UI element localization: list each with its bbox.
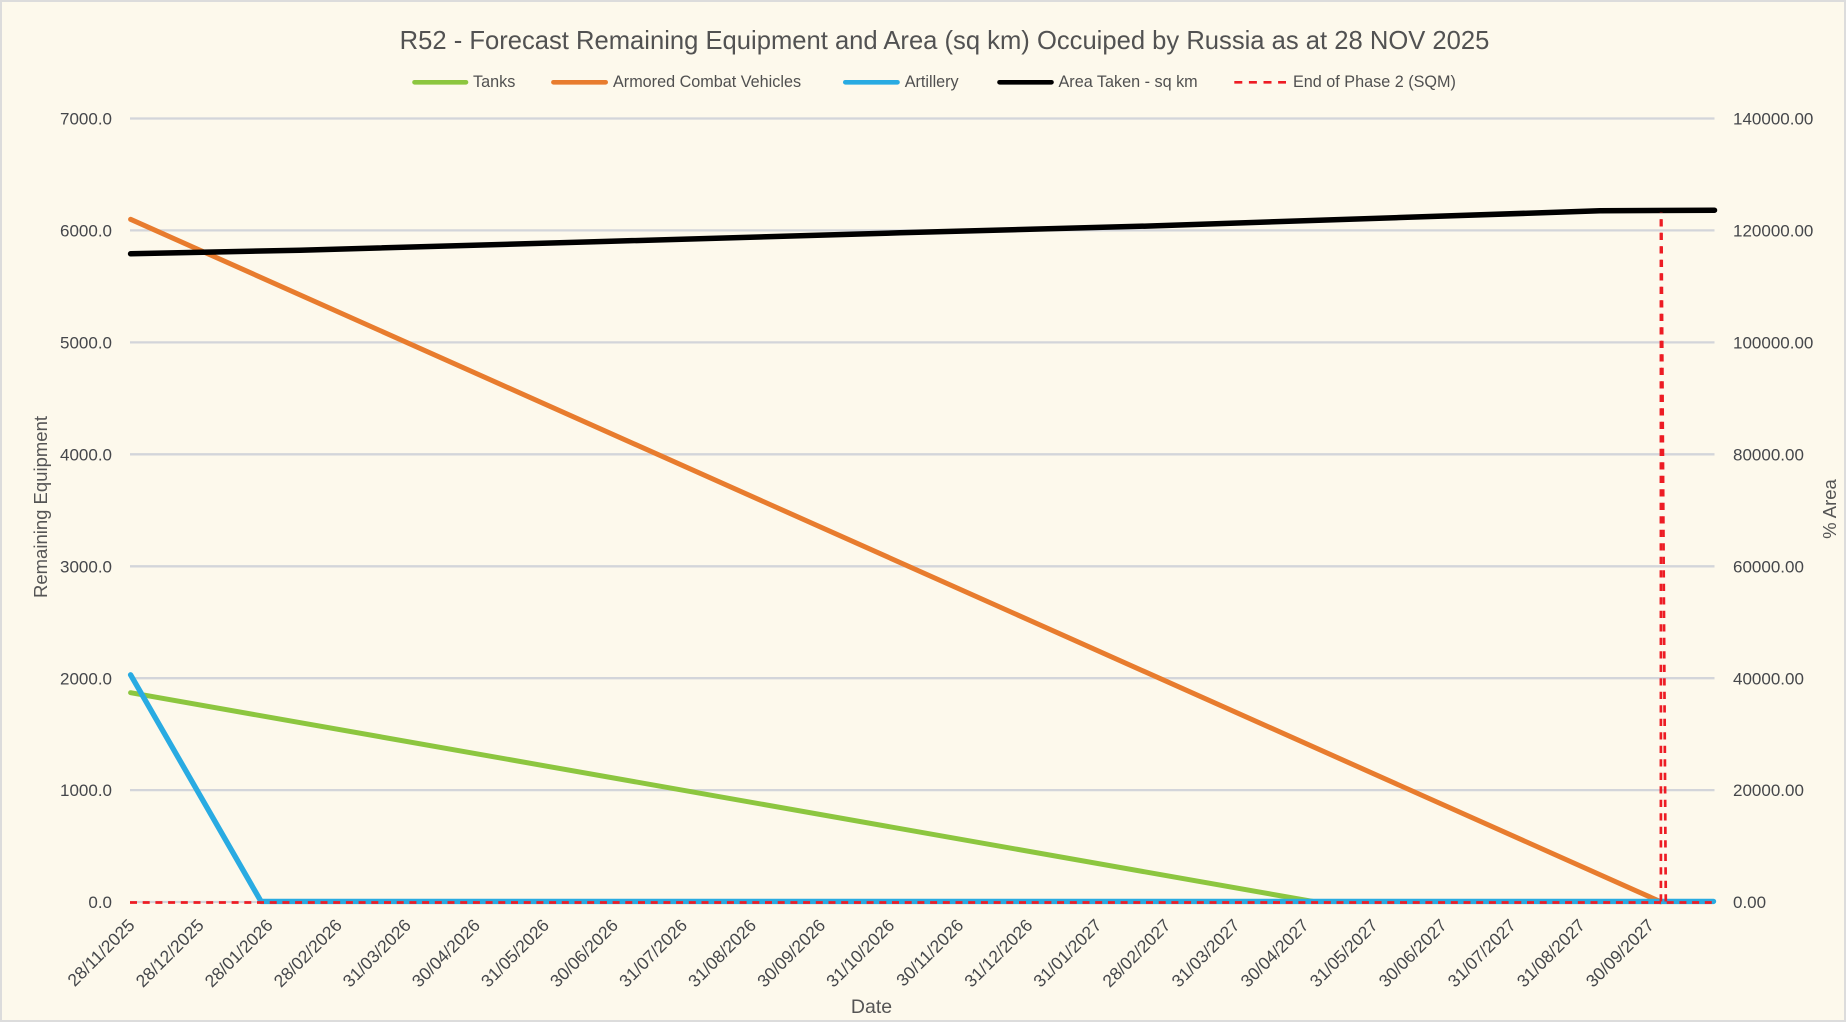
svg-text:20000.00: 20000.00 <box>1733 781 1804 800</box>
svg-text:End of Phase 2 (SQM): End of Phase 2 (SQM) <box>1293 73 1456 91</box>
svg-text:Remaining Equipment: Remaining Equipment <box>30 416 51 598</box>
svg-text:140000.00: 140000.00 <box>1733 110 1813 129</box>
svg-text:7000.0: 7000.0 <box>60 110 112 129</box>
svg-text:3000.0: 3000.0 <box>60 557 112 576</box>
svg-text:Area Taken - sq km: Area Taken - sq km <box>1059 73 1198 91</box>
svg-text:0.00: 0.00 <box>1733 893 1766 912</box>
svg-text:6000.0: 6000.0 <box>60 222 112 241</box>
svg-text:0.0: 0.0 <box>88 893 112 912</box>
svg-text:100000.00: 100000.00 <box>1733 334 1813 353</box>
svg-text:40000.00: 40000.00 <box>1733 669 1804 688</box>
svg-text:% Area: % Area <box>1819 478 1840 538</box>
svg-text:60000.00: 60000.00 <box>1733 557 1804 576</box>
svg-text:5000.0: 5000.0 <box>60 334 112 353</box>
svg-text:2000.0: 2000.0 <box>60 669 112 688</box>
svg-text:80000.00: 80000.00 <box>1733 445 1804 464</box>
svg-text:Armored Combat Vehicles: Armored Combat Vehicles <box>613 73 801 91</box>
svg-text:120000.00: 120000.00 <box>1733 222 1813 241</box>
svg-text:1000.0: 1000.0 <box>60 781 112 800</box>
svg-text:Artillery: Artillery <box>905 73 960 91</box>
svg-text:4000.0: 4000.0 <box>60 445 112 464</box>
svg-text:Date: Date <box>851 996 892 1018</box>
svg-text:Tanks: Tanks <box>473 73 515 91</box>
svg-text:R52 - Forecast Remaining Equip: R52 - Forecast Remaining Equipment and A… <box>400 27 1490 55</box>
